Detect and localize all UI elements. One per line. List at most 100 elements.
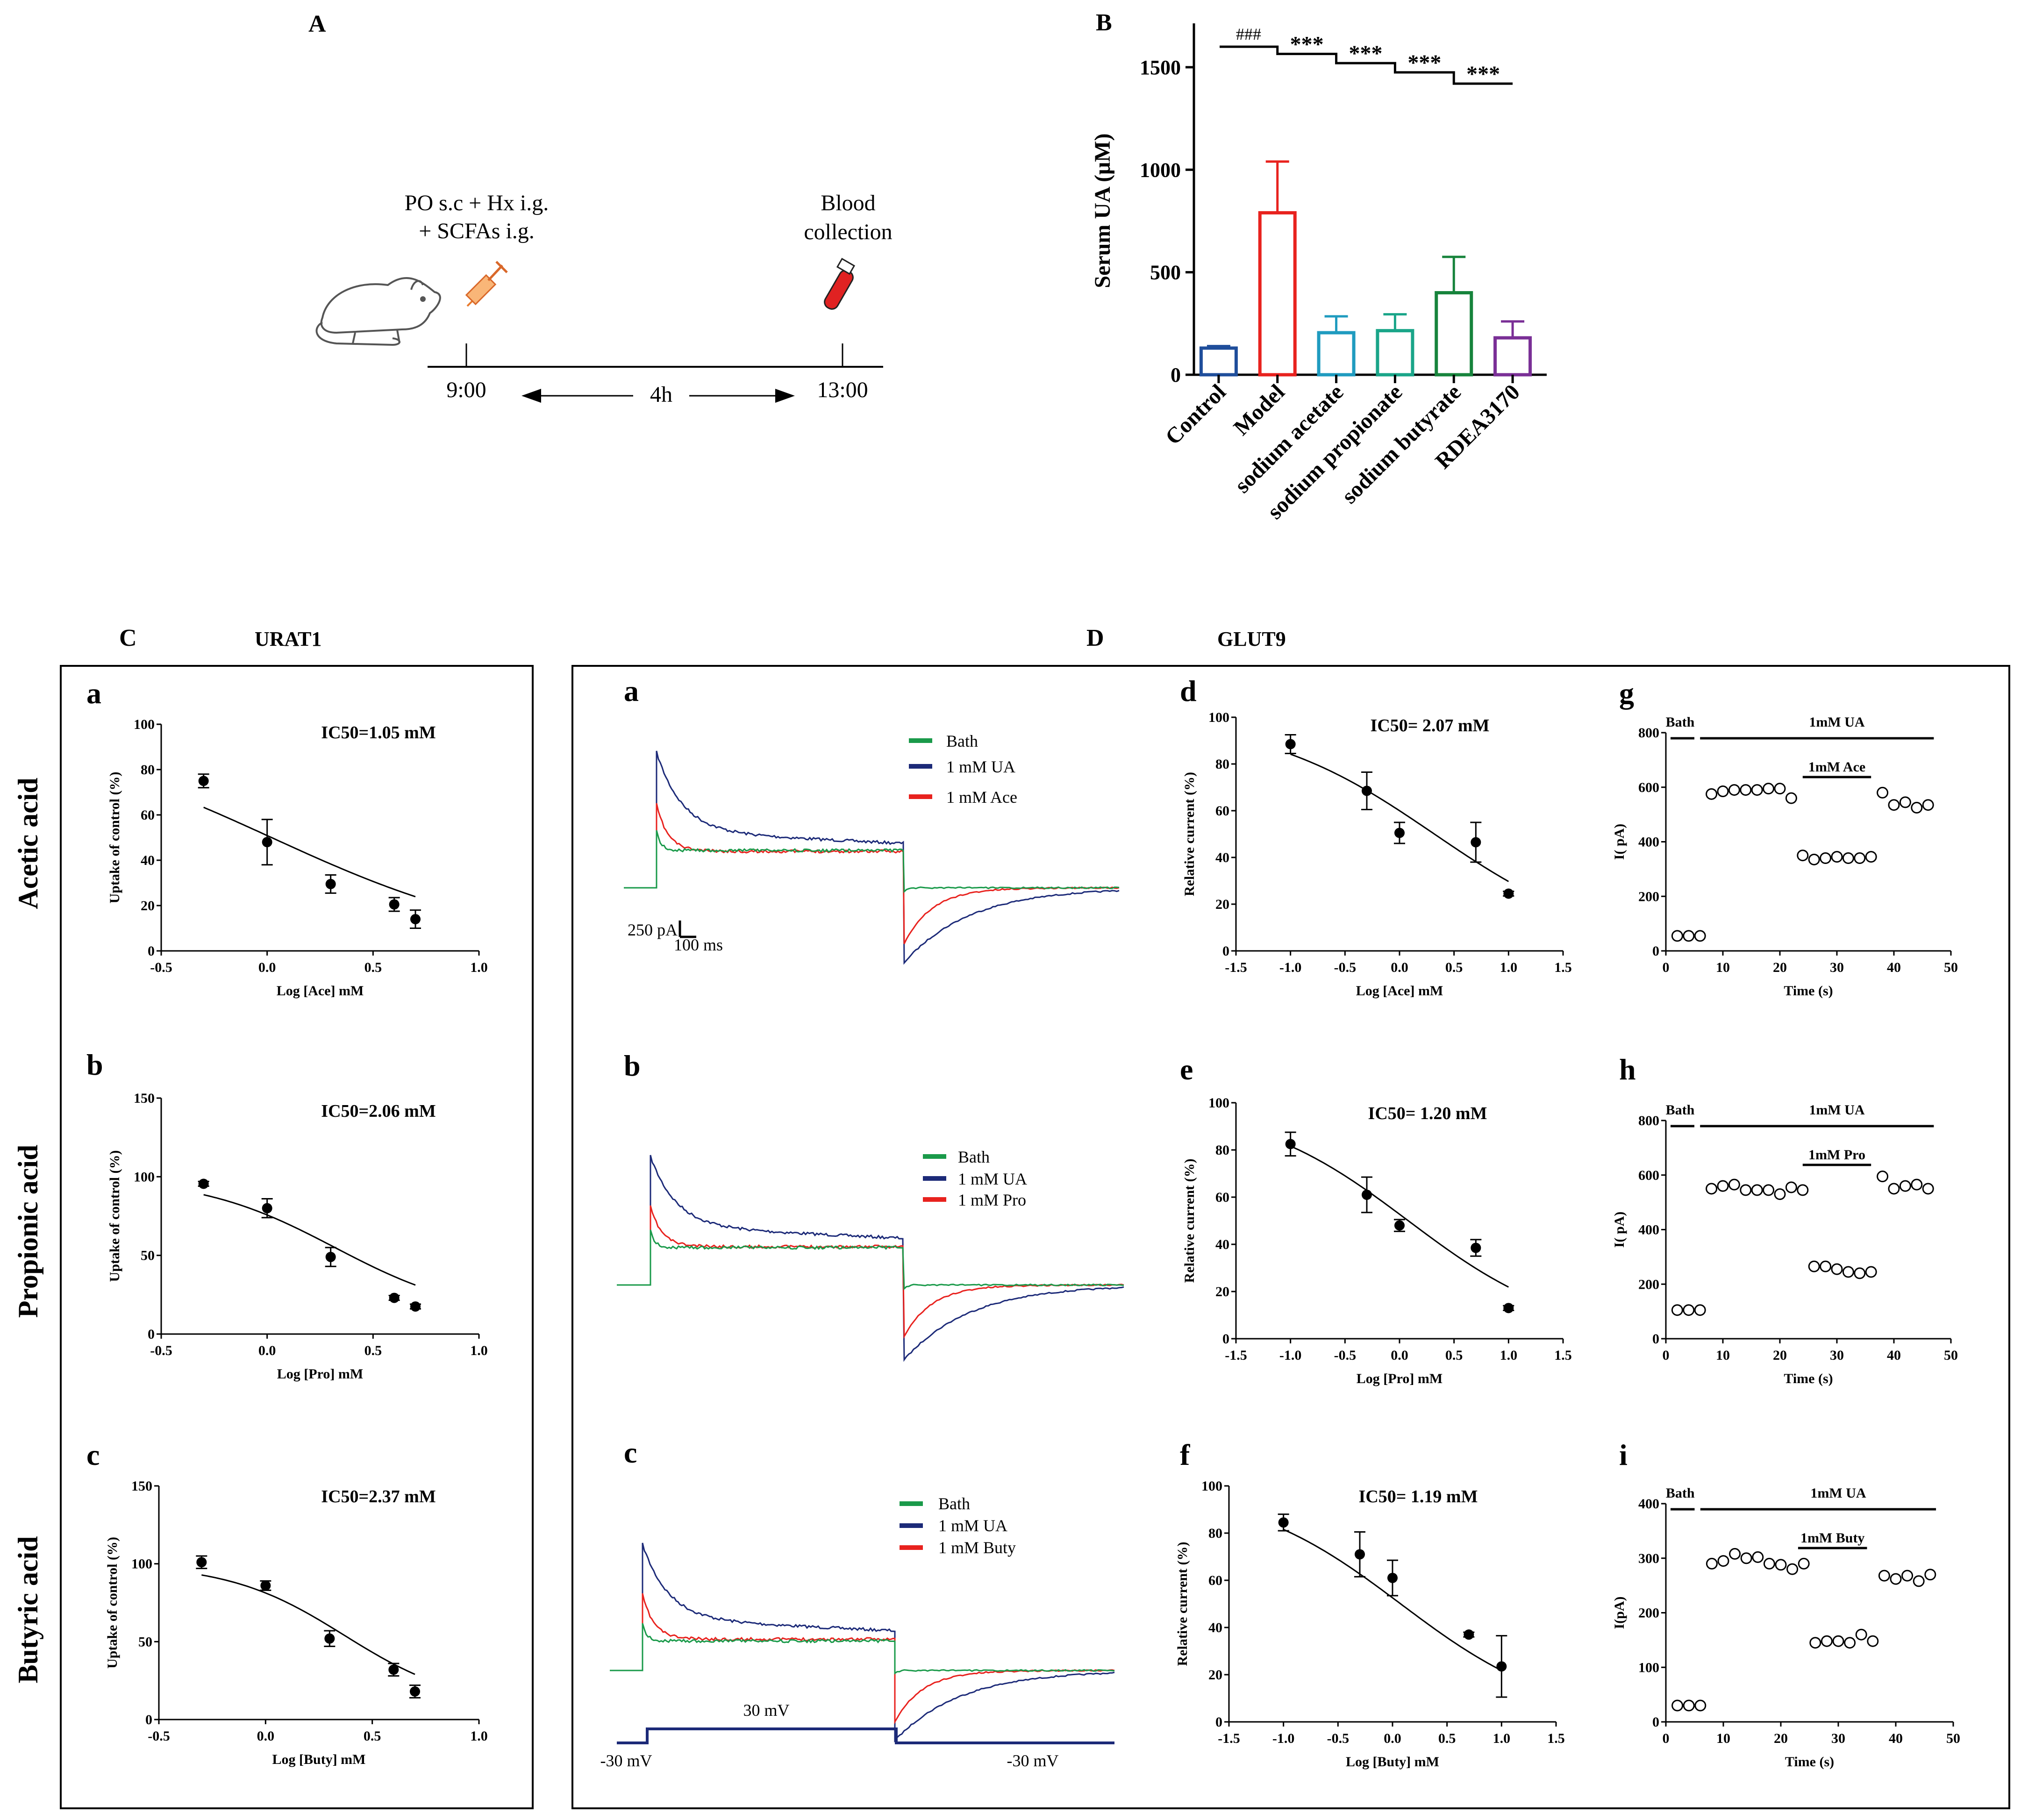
x-tick-label: 30 xyxy=(1830,1348,1844,1363)
bar xyxy=(1258,211,1297,377)
legend-bath: Bath xyxy=(946,732,978,750)
data-point xyxy=(410,1686,420,1697)
chart-letter: d xyxy=(1180,674,1197,707)
x-tick-label: -1.5 xyxy=(1225,1348,1247,1363)
y-tick-label: 600 xyxy=(1638,1168,1659,1183)
legend-blocker: 1 mM Buty xyxy=(938,1538,1016,1557)
data-point xyxy=(1671,1304,1683,1316)
data-point xyxy=(410,1301,421,1312)
data-point xyxy=(1471,1242,1481,1253)
urat1-propionic-chart: b 0 50 100 150 -0.5 0.0 0.5 1.0 Log [Pro] mM Uptak… xyxy=(86,1048,488,1382)
x-tick-label: -1.0 xyxy=(1279,1348,1302,1363)
legend-ua: 1 mM UA xyxy=(958,1170,1027,1188)
data-point xyxy=(1671,1699,1684,1712)
urat1-acetic-chart: a 0 20 40 60 80 100 -0.5 0.0 0.5 1.0 Log [Ace] mM Up… xyxy=(86,677,488,999)
drug-label: 1mM Pro xyxy=(1808,1147,1865,1163)
data-point xyxy=(198,776,209,786)
data-point xyxy=(1278,1517,1289,1528)
y-tick-label: 100 xyxy=(1208,1095,1229,1111)
blood-tube-icon xyxy=(824,257,856,310)
data-point xyxy=(325,1252,336,1263)
data-point xyxy=(1888,799,1900,811)
ic50-label: IC50= 1.20 mM xyxy=(1368,1104,1487,1123)
data-point xyxy=(1913,1575,1925,1587)
y-axis-title: I(pA) xyxy=(1612,1596,1627,1629)
bar xyxy=(1493,336,1532,377)
data-point xyxy=(1844,1637,1856,1649)
fit-curve xyxy=(1290,1145,1509,1288)
x-tick-label: 0.0 xyxy=(1391,1348,1408,1363)
panel-a-letter: A xyxy=(308,11,326,37)
trace-legend-a: Bath 1 mM UA 1 mM Ace xyxy=(909,732,1017,807)
x-tick-label: 0 xyxy=(1663,960,1670,975)
data-point xyxy=(1821,1635,1833,1647)
x-tick-label: 1.0 xyxy=(470,1728,488,1744)
chart-letter: g xyxy=(1619,677,1634,710)
y-tick-label: 0 xyxy=(1222,943,1229,959)
x-axis-title: Time (s) xyxy=(1784,983,1833,999)
x-tick-label: 0.0 xyxy=(258,1343,276,1358)
y-tick-label: 100 xyxy=(134,717,155,732)
x-tick-label: -0.5 xyxy=(1334,1348,1357,1363)
x-tick-label: 0.5 xyxy=(364,1728,381,1744)
data-point xyxy=(1820,852,1832,864)
y-tick-label: 50 xyxy=(141,1248,155,1263)
y-tick-label: 0 xyxy=(1222,1331,1229,1347)
panel-a-timeline: A PO s.c + Hx i.g. + SCFAs i.g. Blood co… xyxy=(308,11,893,407)
data-point xyxy=(1706,1183,1718,1195)
data-point xyxy=(1763,1557,1775,1570)
data-point xyxy=(1471,837,1481,848)
data-point xyxy=(1387,1572,1398,1583)
y-tick-label: 20 xyxy=(141,898,155,914)
data-point xyxy=(1740,1552,1752,1564)
data-point xyxy=(1922,799,1934,811)
x-category-label: Control xyxy=(1161,379,1231,450)
x-tick-label: 0.0 xyxy=(258,960,276,975)
y-tick-label: 800 xyxy=(1638,1113,1659,1128)
start-time: 9:00 xyxy=(446,378,486,402)
trace-letter-a: a xyxy=(624,674,639,707)
x-tick-label: -1.5 xyxy=(1218,1731,1240,1746)
data-point xyxy=(1820,1260,1832,1272)
trace-blocker xyxy=(624,803,1120,944)
bar xyxy=(1435,291,1473,377)
blood-label-1: Blood xyxy=(821,191,875,215)
trace-ua xyxy=(624,750,1120,965)
x-tick-label: -1.0 xyxy=(1279,960,1302,975)
data-point xyxy=(1877,786,1889,799)
significance-stars: *** xyxy=(1290,32,1324,57)
y-tick-label: 20 xyxy=(1208,1667,1222,1683)
data-point xyxy=(1694,930,1706,942)
fit-curve xyxy=(201,1574,415,1675)
chart-letter: c xyxy=(86,1438,100,1471)
y-tick-label: 20 xyxy=(1215,1284,1229,1299)
data-point xyxy=(1763,783,1775,795)
data-point xyxy=(1394,828,1405,838)
significance-bracket xyxy=(1220,45,1513,85)
panel-b-letter: B xyxy=(1096,9,1112,36)
chart-letter: f xyxy=(1180,1438,1190,1471)
y-axis-title: I( pA) xyxy=(1612,1212,1627,1248)
data-point xyxy=(1797,849,1809,862)
data-point xyxy=(1729,1548,1741,1560)
y-tick-label: 1500 xyxy=(1140,56,1181,79)
x-tick-label: 0 xyxy=(1663,1348,1670,1363)
glut9-acetic-timecourse: g 0 200 400 600 800 0 10 20 30 40 50 Time (s) I( pA) B… xyxy=(1612,677,1958,999)
data-point xyxy=(1362,785,1372,796)
data-point xyxy=(262,1203,272,1213)
data-point xyxy=(1503,888,1514,899)
voltage-protocol: 30 mV -30 mV -30 mV xyxy=(600,1701,1114,1770)
x-tick-label: -0.5 xyxy=(1327,1731,1350,1746)
row-label-propionic: Propionic acid xyxy=(13,1145,43,1318)
data-point xyxy=(1911,1178,1923,1191)
data-point xyxy=(1899,1180,1911,1192)
y-tick-label: 100 xyxy=(1201,1478,1222,1494)
data-point xyxy=(1683,1304,1695,1316)
x-tick-label: 0.5 xyxy=(1438,1731,1456,1746)
x-tick-label: 10 xyxy=(1716,1348,1730,1363)
data-point xyxy=(262,837,272,848)
duration-label: 4h xyxy=(650,382,672,407)
y-tick-label: 0 xyxy=(1652,1714,1659,1730)
data-point xyxy=(1854,852,1866,864)
y-tick-label: 80 xyxy=(1208,1526,1222,1541)
